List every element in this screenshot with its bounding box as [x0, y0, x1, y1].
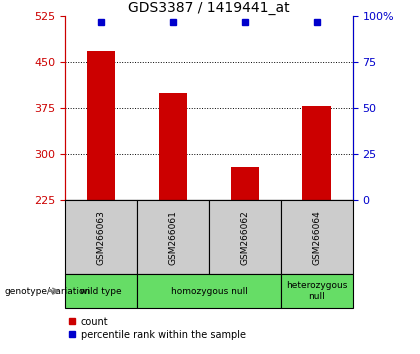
Bar [137, 274, 281, 308]
Bar [87, 51, 116, 200]
Bar [159, 93, 187, 200]
Bar [65, 274, 137, 308]
Bar [281, 200, 353, 274]
Bar [65, 200, 137, 274]
Legend: count, percentile rank within the sample: count, percentile rank within the sample [64, 313, 250, 343]
Bar [302, 106, 331, 200]
Text: GSM266061: GSM266061 [168, 210, 178, 265]
Text: GSM266063: GSM266063 [97, 210, 105, 265]
Bar [281, 274, 353, 308]
Text: GSM266062: GSM266062 [240, 210, 249, 264]
Text: heterozygous
null: heterozygous null [286, 281, 347, 301]
Text: wild type: wild type [80, 287, 122, 296]
Title: GDS3387 / 1419441_at: GDS3387 / 1419441_at [128, 1, 290, 15]
Bar [231, 167, 259, 200]
Text: GSM266064: GSM266064 [312, 210, 321, 264]
Bar [209, 200, 281, 274]
Bar [137, 200, 209, 274]
Text: genotype/variation: genotype/variation [4, 287, 90, 296]
Text: homozygous null: homozygous null [171, 287, 247, 296]
